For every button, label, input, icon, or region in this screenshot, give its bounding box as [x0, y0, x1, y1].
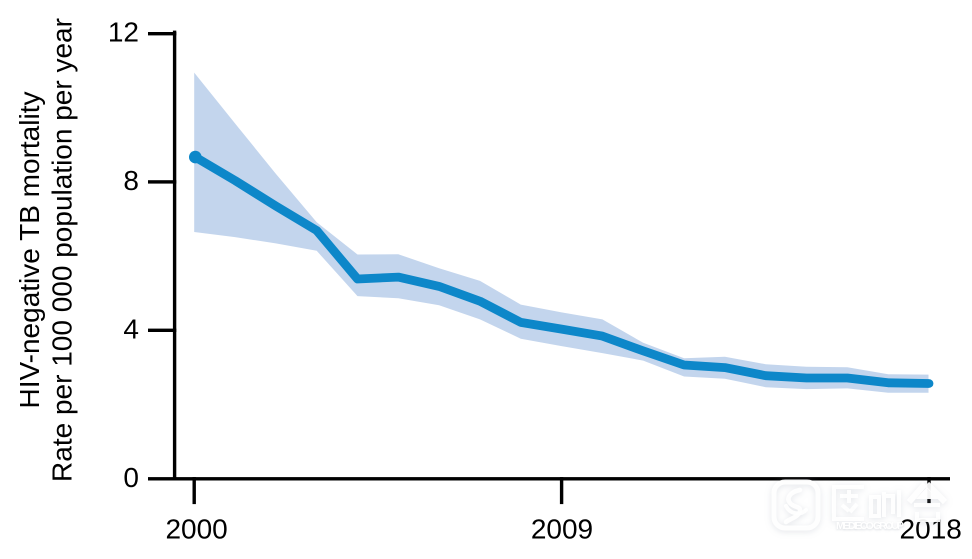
svg-text:MEDIECO GROUP: MEDIECO GROUP: [836, 520, 904, 532]
svg-text:0: 0: [123, 462, 139, 493]
svg-text:4: 4: [123, 313, 139, 344]
svg-text:Rate per 100 000 population pe: Rate per 100 000 population per year: [47, 18, 78, 482]
svg-text:8: 8: [123, 165, 139, 196]
svg-text:2009: 2009: [531, 514, 593, 545]
svg-text:12: 12: [108, 17, 139, 48]
svg-text:2000: 2000: [165, 514, 227, 545]
svg-text:HIV-negative TB mortality: HIV-negative TB mortality: [14, 92, 45, 409]
